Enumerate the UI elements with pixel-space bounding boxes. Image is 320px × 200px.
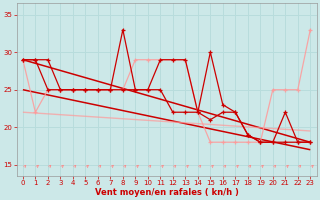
X-axis label: Vent moyen/en rafales ( kn/h ): Vent moyen/en rafales ( kn/h )	[95, 188, 238, 197]
